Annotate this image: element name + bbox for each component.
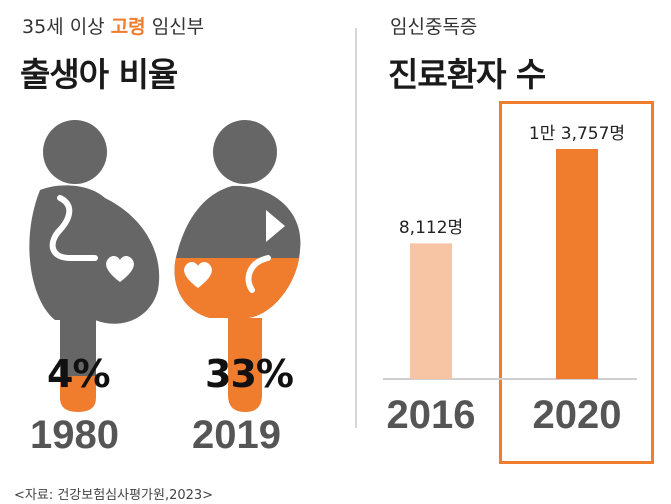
right-subtitle: 임신중독증 <box>390 16 478 38</box>
left-subtitle: 35세 이상 고령 임신부 <box>22 12 204 39</box>
bar-value-label-2020: 1만 3,757명 <box>528 124 626 144</box>
highlight-box-2020 <box>499 101 654 464</box>
figure-1980-body <box>29 185 160 324</box>
left-subtitle-pre: 35세 이상 <box>22 16 111 38</box>
figure-2019 <box>174 120 301 412</box>
percent-1980: 4% <box>47 352 111 396</box>
bar-2020 <box>556 149 598 379</box>
section-divider <box>355 28 357 428</box>
left-title: 출생아 비율 <box>20 55 178 94</box>
figure-1980-arm <box>49 195 98 261</box>
heart-icon <box>184 262 212 288</box>
bar-category-2020: 2020 <box>532 393 622 437</box>
left-subtitle-post: 임신부 <box>145 16 205 38</box>
figure-1980-fill <box>60 376 96 412</box>
source-note: <자료: 건강보험심사평가원,2023> <box>14 488 214 503</box>
left-subtitle-accent: 고령 <box>110 16 146 38</box>
figure-1980-head <box>43 120 107 184</box>
bar-value-label-2016: 8,112명 <box>398 218 464 239</box>
figure-1980-leg <box>60 320 96 376</box>
figure-2019-head <box>213 120 277 184</box>
percent-2019: 33% <box>205 352 294 396</box>
bar-category-2016: 2016 <box>386 393 476 437</box>
year-2019: 2019 <box>192 413 281 457</box>
heart-icon <box>106 256 134 282</box>
year-1980: 1980 <box>30 413 119 457</box>
figure-2019-leg <box>228 318 262 412</box>
figure-2019-arm <box>245 255 271 293</box>
figure-2019-arm-tip <box>266 210 285 242</box>
figure-1980 <box>29 120 160 412</box>
right-title: 진료환자 수 <box>388 55 546 94</box>
bar-2016 <box>410 243 452 379</box>
